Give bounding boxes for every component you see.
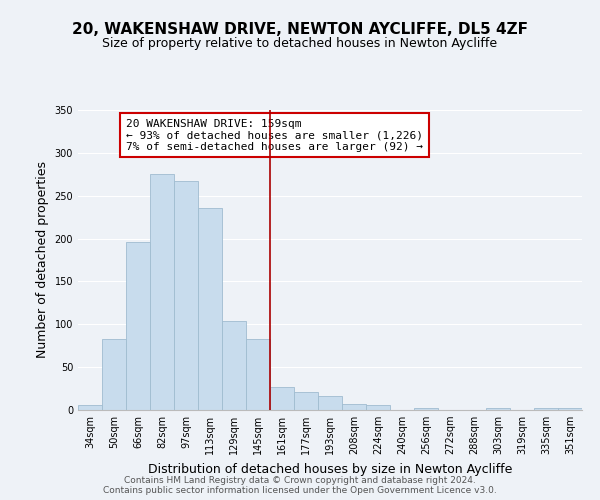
- Bar: [174, 181, 198, 410]
- Bar: [270, 387, 294, 410]
- X-axis label: Distribution of detached houses by size in Newton Aycliffe: Distribution of detached houses by size …: [148, 462, 512, 475]
- Bar: [486, 408, 510, 410]
- Bar: [558, 408, 582, 410]
- Text: 20, WAKENSHAW DRIVE, NEWTON AYCLIFFE, DL5 4ZF: 20, WAKENSHAW DRIVE, NEWTON AYCLIFFE, DL…: [72, 22, 528, 38]
- Text: Contains HM Land Registry data © Crown copyright and database right 2024.: Contains HM Land Registry data © Crown c…: [124, 476, 476, 485]
- Bar: [534, 408, 558, 410]
- Bar: [126, 242, 150, 410]
- Bar: [294, 392, 318, 410]
- Bar: [78, 405, 102, 410]
- Bar: [102, 339, 126, 410]
- Bar: [342, 404, 366, 410]
- Text: Contains public sector information licensed under the Open Government Licence v3: Contains public sector information licen…: [103, 486, 497, 495]
- Bar: [150, 174, 174, 410]
- Bar: [222, 321, 246, 410]
- Text: 20 WAKENSHAW DRIVE: 159sqm
← 93% of detached houses are smaller (1,226)
7% of se: 20 WAKENSHAW DRIVE: 159sqm ← 93% of deta…: [126, 118, 423, 152]
- Bar: [414, 408, 438, 410]
- Bar: [198, 208, 222, 410]
- Y-axis label: Number of detached properties: Number of detached properties: [36, 162, 49, 358]
- Bar: [246, 339, 270, 410]
- Bar: [318, 396, 342, 410]
- Bar: [366, 405, 390, 410]
- Text: Size of property relative to detached houses in Newton Aycliffe: Size of property relative to detached ho…: [103, 38, 497, 51]
